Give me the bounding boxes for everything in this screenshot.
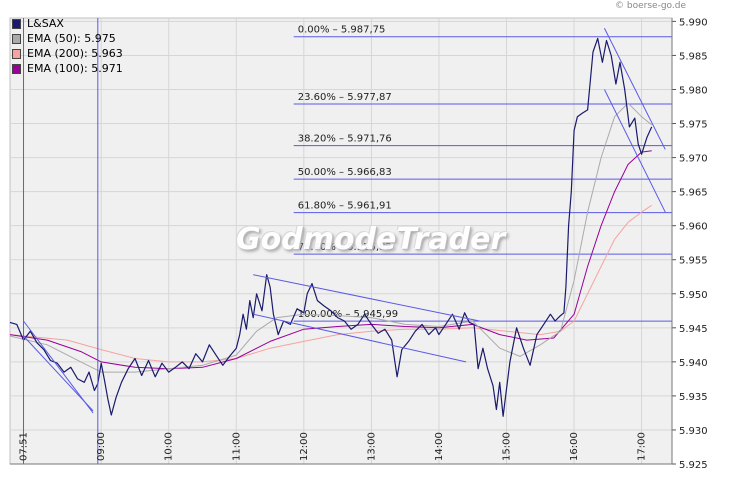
y-tick-label: 5.985 bbox=[679, 51, 708, 62]
trend-line bbox=[604, 89, 666, 213]
y-tick-label: 5.935 bbox=[679, 392, 708, 403]
y-tick-label: 5.960 bbox=[679, 222, 708, 233]
legend: L&SAX EMA (50): 5.975 EMA (200): 5.963 E… bbox=[12, 16, 123, 76]
series-line-price bbox=[9, 37, 653, 417]
legend-swatch bbox=[12, 33, 21, 44]
y-tick-label: 5.965 bbox=[679, 188, 708, 199]
y-tick-label: 5.925 bbox=[679, 460, 708, 471]
trend-line bbox=[253, 274, 480, 322]
y-tick-label: 5.940 bbox=[679, 358, 708, 369]
x-tick-label: 10:00 bbox=[164, 432, 175, 461]
x-tick-label: 17:00 bbox=[637, 432, 648, 461]
legend-item-price: L&SAX bbox=[12, 16, 123, 31]
x-tick-label: 15:00 bbox=[502, 432, 513, 461]
fib-level-label: 50.00% – 5.966,83 bbox=[298, 167, 392, 178]
y-tick-label: 5.980 bbox=[679, 85, 708, 96]
fib-level-label: 76.40% – 5.955,82 bbox=[298, 242, 392, 253]
y-tick-label: 5.950 bbox=[679, 290, 708, 301]
fib-level-label: 38.20% – 5.971,76 bbox=[298, 134, 392, 145]
legend-label: EMA (50): 5.975 bbox=[27, 32, 116, 45]
trend-line bbox=[253, 313, 467, 363]
fib-level-label: 61.80% – 5.961,91 bbox=[298, 201, 392, 212]
trend-line bbox=[604, 27, 666, 150]
legend-label: L&SAX bbox=[27, 17, 64, 30]
legend-swatch bbox=[12, 48, 21, 59]
trend-lines bbox=[23, 18, 666, 464]
legend-swatch bbox=[12, 18, 21, 29]
x-tick-label: 13:00 bbox=[366, 432, 377, 461]
plot-background bbox=[9, 17, 673, 465]
legend-item-ema100: EMA (100): 5.971 bbox=[12, 61, 123, 76]
legend-swatch bbox=[12, 63, 21, 74]
y-tick-label: 5.990 bbox=[679, 17, 708, 28]
watermark: GodmodeTrader bbox=[236, 222, 506, 257]
fib-level-label: 100.00% – 5.945,99 bbox=[298, 309, 398, 320]
y-axis: 5.925 5.930 5.935 5.940 5.945 5.950 5.955 5.960… bbox=[671, 17, 708, 471]
legend-item-ema50: EMA (50): 5.975 bbox=[12, 31, 123, 46]
x-tick-label: 09:00 bbox=[96, 432, 107, 461]
x-tick-label: 12:00 bbox=[299, 432, 310, 461]
fib-level-label: 0.00% – 5.987,75 bbox=[298, 25, 386, 36]
series-line-ema50 bbox=[9, 102, 653, 373]
fibonacci-levels: 0.00% – 5.987,75 23.60% – 5.977,87 38.20% … bbox=[293, 25, 672, 322]
legend-item-ema200: EMA (200): 5.963 bbox=[12, 46, 123, 61]
x-tick-label: 07:51 bbox=[19, 432, 30, 461]
legend-label: EMA (100): 5.971 bbox=[27, 62, 123, 75]
x-axis: 07:51 09:00 10:00 11:00 12:00 13:00 14:00 15:00… bbox=[10, 432, 672, 465]
x-tick-label: 16:00 bbox=[569, 432, 580, 461]
series-lines bbox=[9, 37, 653, 417]
x-tick-label: 14:00 bbox=[434, 432, 445, 461]
y-tick-label: 5.970 bbox=[679, 154, 708, 165]
y-tick-label: 5.945 bbox=[679, 324, 708, 335]
trend-line bbox=[23, 320, 94, 414]
trend-line bbox=[23, 335, 94, 412]
y-tick-label: 5.955 bbox=[679, 256, 708, 267]
fib-level-label: 23.60% – 5.977,87 bbox=[298, 92, 392, 103]
legend-label: EMA (200): 5.963 bbox=[27, 47, 123, 60]
y-tick-label: 5.930 bbox=[679, 426, 708, 437]
source-label: © boerse-go.de bbox=[615, 1, 686, 11]
series-line-ema200 bbox=[9, 204, 652, 363]
y-tick-label: 5.975 bbox=[679, 120, 708, 131]
series-line-ema100 bbox=[9, 150, 652, 370]
x-tick-label: 11:00 bbox=[231, 432, 242, 461]
